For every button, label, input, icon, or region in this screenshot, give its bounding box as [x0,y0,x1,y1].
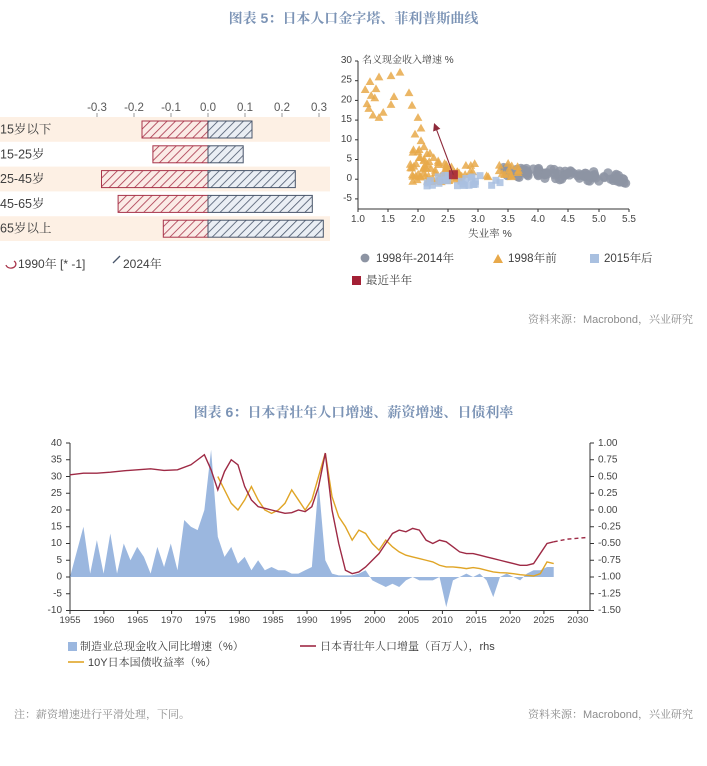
svg-text:4.0: 4.0 [531,214,545,225]
svg-text:制造业总现金收入同比增速（%）: 制造业总现金收入同比增速（%） [80,640,244,653]
svg-text:1965: 1965 [127,615,148,626]
svg-text:5: 5 [56,555,62,566]
svg-text:-0.2: -0.2 [124,102,144,114]
svg-text:1.0: 1.0 [351,214,365,225]
svg-text:0.25: 0.25 [598,488,618,499]
svg-text:15: 15 [51,522,63,533]
svg-text:0.0: 0.0 [200,102,216,114]
svg-text:1990年 [* -1]: 1990年 [* -1] [18,257,85,271]
svg-text:1998年前: 1998年前 [508,252,557,265]
svg-text:2.5: 2.5 [441,214,455,225]
svg-text:15: 15 [341,114,353,125]
svg-text:1975: 1975 [195,615,216,626]
svg-text:30: 30 [51,471,63,482]
svg-text:1.00: 1.00 [598,438,618,449]
svg-text:2005: 2005 [398,615,419,626]
svg-text:4.5: 4.5 [561,214,575,225]
svg-text:-1.25: -1.25 [598,588,621,599]
svg-text:20: 20 [341,94,353,105]
svg-text:10: 10 [51,538,63,549]
svg-text:-1.50: -1.50 [598,605,621,616]
svg-text:1990: 1990 [296,615,317,626]
svg-text:1985: 1985 [263,615,284,626]
svg-text:2025: 2025 [533,615,554,626]
svg-text:15岁以下: 15岁以下 [0,123,51,137]
svg-text:名义现金收入增速 %: 名义现金收入增速 % [362,54,454,66]
svg-text:0.50: 0.50 [598,471,618,482]
svg-text:40: 40 [51,438,63,449]
svg-text:1.5: 1.5 [381,214,395,225]
svg-text:2010: 2010 [432,615,453,626]
svg-text:1980: 1980 [229,615,250,626]
svg-text:-0.50: -0.50 [598,538,621,549]
svg-text:1995: 1995 [330,615,351,626]
svg-text:0.00: 0.00 [598,505,618,516]
svg-text:0.1: 0.1 [237,102,253,114]
svg-text:-0.3: -0.3 [87,102,107,114]
svg-text:0.75: 0.75 [598,455,618,466]
svg-text:2030: 2030 [567,615,588,626]
svg-text:10Y日本国债收益率（%）: 10Y日本国债收益率（%） [88,656,216,669]
svg-text:-0.1: -0.1 [161,102,181,114]
svg-text:0.3: 0.3 [311,102,327,114]
svg-text:-1.00: -1.00 [598,572,621,583]
svg-text:35: 35 [51,455,63,466]
svg-text:1955: 1955 [59,615,80,626]
svg-text:-5: -5 [343,193,352,204]
svg-text:1970: 1970 [161,615,182,626]
svg-text:2015: 2015 [466,615,487,626]
svg-text:3.5: 3.5 [501,214,515,225]
svg-text:20: 20 [51,505,63,516]
svg-text:65岁以上: 65岁以上 [0,222,52,236]
svg-text:0: 0 [56,572,62,583]
svg-text:2020: 2020 [500,615,521,626]
svg-text:5.0: 5.0 [592,214,606,225]
svg-text:最近半年: 最近半年 [366,274,412,287]
svg-text:25: 25 [51,488,63,499]
svg-text:日本青壮年人口增量（百万人），rhs: 日本青壮年人口增量（百万人），rhs [320,640,495,653]
svg-text:5: 5 [346,154,352,165]
svg-text:3.0: 3.0 [471,214,485,225]
svg-text:1960: 1960 [93,615,114,626]
svg-text:1998年-2014年: 1998年-2014年 [376,252,454,265]
svg-text:-5: -5 [53,588,62,599]
svg-text:-0.75: -0.75 [598,555,621,566]
svg-text:2.0: 2.0 [411,214,425,225]
svg-text:5.5: 5.5 [622,214,636,225]
svg-text:2000: 2000 [364,615,385,626]
svg-text:0.2: 0.2 [274,102,290,114]
svg-text:-0.25: -0.25 [598,522,621,533]
svg-text:45-65岁: 45-65岁 [0,197,44,211]
svg-text:2024年: 2024年 [123,257,162,271]
svg-text:10: 10 [341,134,353,145]
svg-text:25: 25 [341,75,353,86]
svg-text:0: 0 [346,173,352,184]
svg-text:25-45岁: 25-45岁 [0,172,44,186]
svg-text:2015年后: 2015年后 [604,252,653,265]
svg-text:30: 30 [341,55,353,66]
svg-text:15-25岁: 15-25岁 [0,147,44,161]
svg-text:失业率 %: 失业率 % [468,228,512,240]
